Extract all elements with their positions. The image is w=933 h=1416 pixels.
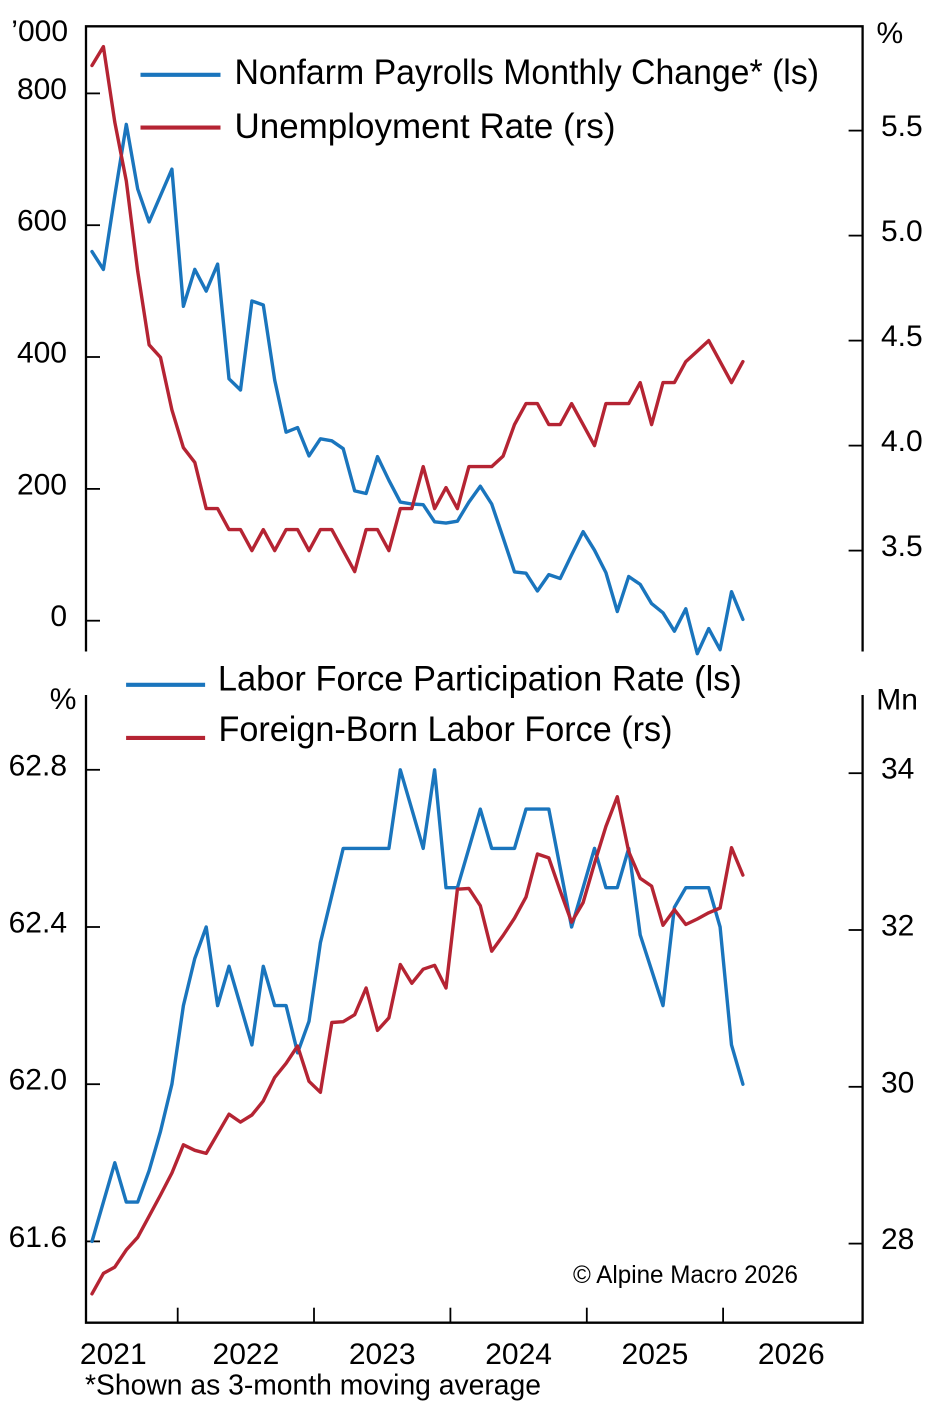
svg-text:4.0: 4.0 — [881, 425, 923, 458]
svg-text:2021: 2021 — [80, 1338, 147, 1371]
svg-text:3.5: 3.5 — [881, 530, 923, 563]
svg-text:62.8: 62.8 — [9, 749, 67, 782]
svg-text:Labor Force Participation Rate: Labor Force Participation Rate (ls) — [218, 660, 742, 699]
svg-text:*Shown as 3-month moving avera: *Shown as 3-month moving average — [85, 1370, 541, 1402]
svg-text:2023: 2023 — [349, 1338, 416, 1371]
svg-text:’000: ’000 — [11, 15, 68, 48]
svg-text:Foreign-Born Labor Force (rs): Foreign-Born Labor Force (rs) — [219, 710, 673, 749]
svg-text:34: 34 — [881, 753, 914, 786]
svg-text:62.4: 62.4 — [9, 907, 67, 940]
svg-text:5.0: 5.0 — [881, 215, 923, 248]
svg-text:800: 800 — [17, 73, 67, 106]
svg-text:%: % — [50, 683, 77, 716]
svg-text:5.5: 5.5 — [881, 110, 923, 143]
svg-text:600: 600 — [17, 205, 67, 238]
svg-text:0: 0 — [50, 600, 67, 633]
svg-text:Mn: Mn — [876, 683, 918, 716]
svg-text:28: 28 — [881, 1223, 914, 1256]
svg-text:Unemployment Rate (rs): Unemployment Rate (rs) — [235, 107, 616, 146]
svg-text:62.0: 62.0 — [9, 1064, 67, 1097]
svg-text:200: 200 — [17, 468, 67, 501]
svg-text:2025: 2025 — [622, 1338, 689, 1371]
svg-text:2024: 2024 — [485, 1338, 552, 1371]
svg-text:400: 400 — [17, 337, 67, 370]
svg-text:32: 32 — [881, 910, 914, 943]
svg-text:30: 30 — [881, 1066, 914, 1099]
svg-text:%: % — [877, 17, 904, 50]
svg-text:61.6: 61.6 — [9, 1221, 67, 1254]
svg-text:2022: 2022 — [213, 1338, 280, 1371]
svg-text:Nonfarm Payrolls Monthly Chang: Nonfarm Payrolls Monthly Change* (ls) — [235, 53, 820, 92]
svg-text:© Alpine Macro 2026: © Alpine Macro 2026 — [573, 1261, 798, 1289]
svg-text:2026: 2026 — [758, 1338, 825, 1371]
svg-text:4.5: 4.5 — [881, 320, 923, 353]
